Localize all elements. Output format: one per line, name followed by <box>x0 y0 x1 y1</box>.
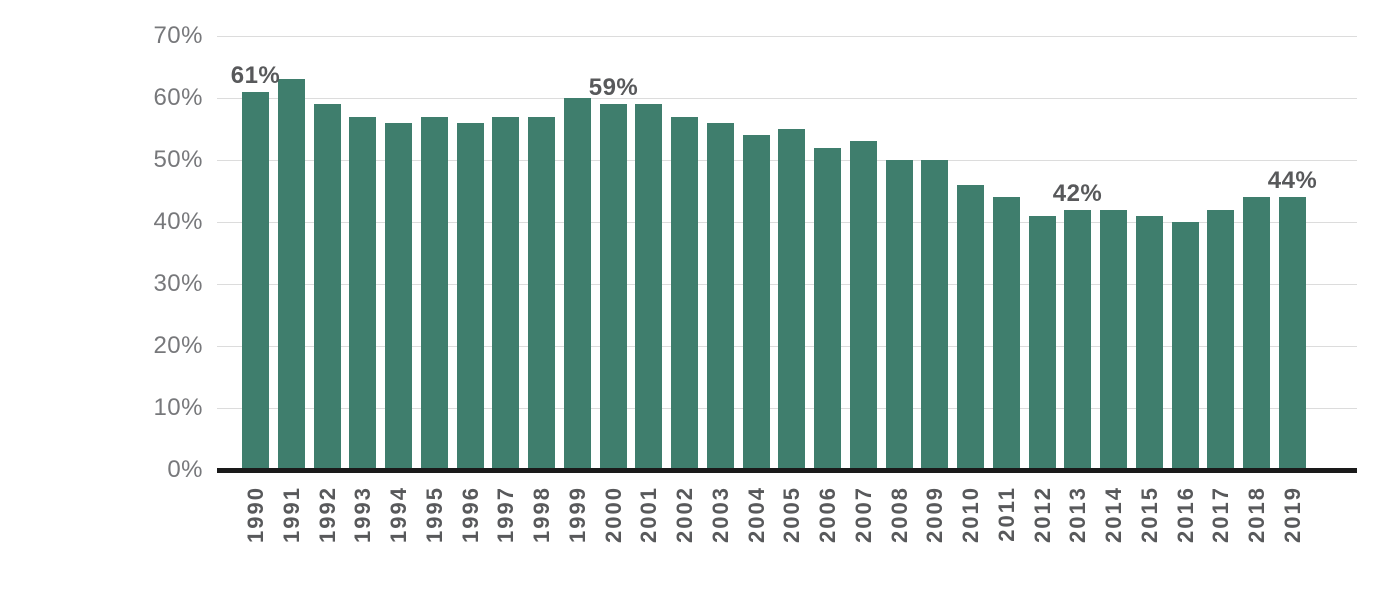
x-axis-line <box>217 468 1357 473</box>
x-tick-label: 2012 <box>1029 486 1055 543</box>
y-tick-label: 70% <box>153 22 203 49</box>
bar-1996 <box>457 123 484 470</box>
x-tick-label: 1991 <box>278 486 304 543</box>
x-tick-label: 2011 <box>993 486 1019 542</box>
y-tick-label: 60% <box>153 84 203 111</box>
bar-2003 <box>707 123 734 470</box>
x-tick-label: 1996 <box>457 486 483 543</box>
x-tick-label: 2005 <box>778 486 804 543</box>
x-tick-label: 2006 <box>814 486 840 543</box>
x-tick-label: 1994 <box>385 486 411 543</box>
x-tick-label: 2013 <box>1064 486 1090 543</box>
x-tick-label: 2016 <box>1172 486 1198 543</box>
x-tick-label: 1999 <box>564 486 590 543</box>
y-tick-label: 50% <box>153 146 203 173</box>
x-tick-label: 1993 <box>349 486 375 543</box>
x-tick-label: 2019 <box>1279 486 1305 543</box>
y-tick-label: 0% <box>167 456 203 483</box>
x-tick-label: 2009 <box>921 486 947 543</box>
x-tick-label: 2014 <box>1100 486 1126 543</box>
bar-2008 <box>886 160 913 470</box>
bar-value-label-2000: 59% <box>588 74 639 101</box>
bar-2017 <box>1207 210 1234 470</box>
x-tick-label: 1997 <box>492 486 518 543</box>
bar-2016 <box>1172 222 1199 470</box>
x-tick-label: 1992 <box>314 486 340 543</box>
x-tick-label: 1995 <box>421 486 447 543</box>
bar-1991 <box>278 79 305 470</box>
x-tick-label: 2001 <box>635 486 661 543</box>
bar-2012 <box>1029 216 1056 470</box>
x-tick-label: 2008 <box>886 486 912 543</box>
x-tick-label: 2015 <box>1136 486 1162 543</box>
bar-1992 <box>314 104 341 470</box>
x-tick-label: 1990 <box>242 486 268 543</box>
bar-2011 <box>993 197 1020 470</box>
bar-2018 <box>1243 197 1270 470</box>
y-tick-label: 30% <box>153 270 203 297</box>
y-tick-label: 10% <box>153 394 203 421</box>
gridline-70 <box>217 36 1357 37</box>
bar-2005 <box>778 129 805 470</box>
bar-1999 <box>564 98 591 470</box>
y-tick-label: 40% <box>153 208 203 235</box>
x-tick-label: 2007 <box>850 486 876 543</box>
bar-2009 <box>921 160 948 470</box>
bar-2019 <box>1279 197 1306 470</box>
x-tick-label: 2000 <box>600 486 626 543</box>
x-tick-label: 2003 <box>707 486 733 543</box>
bar-2001 <box>635 104 662 470</box>
bar-2002 <box>671 117 698 470</box>
bar-2015 <box>1136 216 1163 470</box>
bar-2010 <box>957 185 984 470</box>
x-tick-label: 2017 <box>1207 486 1233 543</box>
gridline-60 <box>217 98 1357 99</box>
y-tick-label: 20% <box>153 332 203 359</box>
x-tick-label: 2018 <box>1243 486 1269 543</box>
bar-2000 <box>600 104 627 470</box>
bar-2014 <box>1100 210 1127 470</box>
bar-2013 <box>1064 210 1091 470</box>
bar-1997 <box>492 117 519 470</box>
bar-1990 <box>242 92 269 470</box>
bar-value-label-2019: 44% <box>1267 167 1318 194</box>
x-tick-label: 1998 <box>528 486 554 543</box>
x-tick-label: 2004 <box>743 486 769 543</box>
bar-1998 <box>528 117 555 470</box>
bar-2007 <box>850 141 877 470</box>
x-tick-label: 2002 <box>671 486 697 543</box>
bar-1993 <box>349 117 376 470</box>
bar-value-label-1990: 61% <box>230 62 281 89</box>
bar-value-label-2013: 42% <box>1052 180 1103 207</box>
bar-2004 <box>743 135 770 470</box>
bar-2006 <box>814 148 841 470</box>
bar-1995 <box>421 117 448 470</box>
x-tick-label: 2010 <box>957 486 983 543</box>
bar-1994 <box>385 123 412 470</box>
